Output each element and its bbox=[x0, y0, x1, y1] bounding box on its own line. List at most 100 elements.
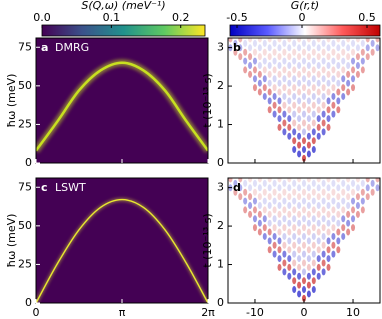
heatmap-texture bbox=[262, 215, 267, 223]
heatmap-texture bbox=[287, 246, 292, 254]
heatmap-texture bbox=[302, 66, 306, 74]
heatmap-texture bbox=[262, 84, 267, 92]
heatmap-texture bbox=[316, 79, 321, 87]
heatmap-texture bbox=[331, 232, 336, 240]
heatmap-texture bbox=[351, 197, 356, 205]
heatmap-texture bbox=[238, 178, 243, 183]
x-tick-label: 10 bbox=[346, 306, 360, 319]
heatmap-texture bbox=[302, 224, 306, 232]
y-axis-label: ħω (meV) bbox=[5, 214, 18, 268]
heatmap-texture bbox=[262, 188, 267, 196]
heatmap-texture bbox=[287, 210, 292, 218]
y-tick-label: 50 bbox=[18, 219, 32, 232]
y-tick-label: 3 bbox=[217, 181, 224, 194]
heatmap-texture bbox=[277, 88, 282, 96]
heatmap-texture bbox=[262, 39, 267, 47]
heatmap-texture bbox=[311, 48, 316, 56]
heatmap-texture bbox=[267, 237, 272, 245]
heatmap-texture bbox=[272, 250, 277, 258]
heatmap-texture bbox=[365, 184, 370, 192]
heatmap-texture bbox=[287, 263, 292, 271]
heatmap-texture bbox=[297, 70, 302, 78]
heatmap-texture bbox=[336, 53, 341, 61]
heatmap-texture bbox=[257, 79, 262, 87]
x-tick-label: 0 bbox=[33, 306, 40, 319]
heatmap-texture bbox=[331, 48, 336, 56]
heatmap-texture bbox=[267, 97, 272, 105]
heatmap-texture bbox=[282, 92, 287, 100]
heatmap-texture bbox=[321, 57, 326, 65]
colorbar-tick-label: 0.2 bbox=[172, 11, 190, 24]
heatmap-texture bbox=[346, 178, 351, 183]
line bbox=[36, 61, 208, 152]
heatmap-texture bbox=[277, 237, 282, 245]
heatmap-texture bbox=[311, 206, 316, 214]
heatmap-texture bbox=[282, 66, 287, 74]
heatmap-texture bbox=[252, 215, 257, 223]
heatmap-texture bbox=[302, 188, 306, 196]
heatmap-texture bbox=[262, 92, 267, 100]
heatmap-texture bbox=[336, 70, 341, 78]
heatmap-texture bbox=[331, 250, 336, 258]
heatmap-texture bbox=[297, 79, 302, 87]
heatmap-texture bbox=[311, 66, 316, 74]
heatmap-texture bbox=[306, 184, 311, 192]
heatmap-texture bbox=[277, 79, 282, 87]
heatmap-texture bbox=[282, 215, 287, 223]
heatmap-texture bbox=[326, 88, 331, 96]
heatmap-texture bbox=[277, 210, 282, 218]
heatmap-texture bbox=[292, 179, 297, 187]
x-tick-label: π bbox=[119, 306, 126, 319]
heatmap-texture bbox=[297, 178, 302, 183]
heatmap-texture bbox=[316, 272, 321, 280]
heatmap-texture bbox=[346, 44, 351, 52]
heatmap-texture bbox=[326, 62, 331, 69]
heatmap-texture bbox=[341, 197, 346, 205]
heatmap-texture bbox=[306, 53, 311, 61]
heatmap-texture bbox=[297, 255, 302, 263]
heatmap-texture bbox=[331, 110, 336, 118]
heatmap-texture bbox=[282, 259, 287, 267]
heatmap-texture bbox=[311, 137, 316, 145]
heatmap-texture bbox=[302, 137, 306, 145]
heatmap-texture bbox=[365, 53, 370, 61]
heatmap-texture bbox=[238, 53, 243, 61]
heatmap-texture bbox=[252, 206, 257, 214]
heatmap-texture bbox=[336, 38, 341, 43]
heatmap-texture bbox=[306, 123, 311, 131]
heatmap-texture bbox=[297, 184, 302, 192]
heatmap-texture bbox=[326, 237, 331, 245]
heatmap-texture bbox=[375, 38, 380, 43]
colorbar-tick-label: 0 bbox=[299, 11, 306, 24]
heatmap-texture bbox=[287, 88, 292, 96]
heatmap-texture bbox=[351, 75, 356, 83]
heatmap-texture bbox=[252, 75, 257, 83]
heatmap-texture bbox=[306, 38, 311, 43]
heatmap-texture bbox=[306, 246, 311, 254]
heatmap-texture bbox=[306, 79, 311, 87]
heatmap-texture bbox=[351, 39, 356, 47]
heatmap-texture bbox=[272, 188, 277, 196]
heatmap-texture bbox=[341, 57, 346, 65]
heatmap-texture bbox=[272, 224, 277, 232]
heatmap-texture bbox=[316, 246, 321, 254]
heatmap-texture bbox=[316, 70, 321, 78]
heatmap-texture bbox=[311, 75, 316, 83]
heatmap-texture bbox=[297, 272, 302, 280]
heatmap-texture bbox=[292, 75, 297, 83]
heatmap-texture bbox=[306, 97, 311, 105]
heatmap-texture bbox=[321, 84, 326, 92]
heatmap-texture bbox=[297, 97, 302, 105]
heatmap-texture bbox=[375, 44, 380, 52]
heatmap-texture bbox=[252, 48, 257, 56]
heatmap-texture bbox=[267, 70, 272, 78]
heatmap-texture bbox=[228, 178, 233, 183]
x-tick-label: 0 bbox=[301, 306, 308, 319]
heatmap-texture bbox=[302, 286, 306, 294]
heatmap-texture bbox=[316, 44, 321, 52]
heatmap-texture bbox=[321, 66, 326, 74]
heatmap-texture bbox=[351, 66, 356, 74]
heatmap-texture bbox=[370, 48, 375, 56]
heatmap-texture bbox=[292, 250, 297, 258]
colorbar bbox=[229, 24, 381, 37]
